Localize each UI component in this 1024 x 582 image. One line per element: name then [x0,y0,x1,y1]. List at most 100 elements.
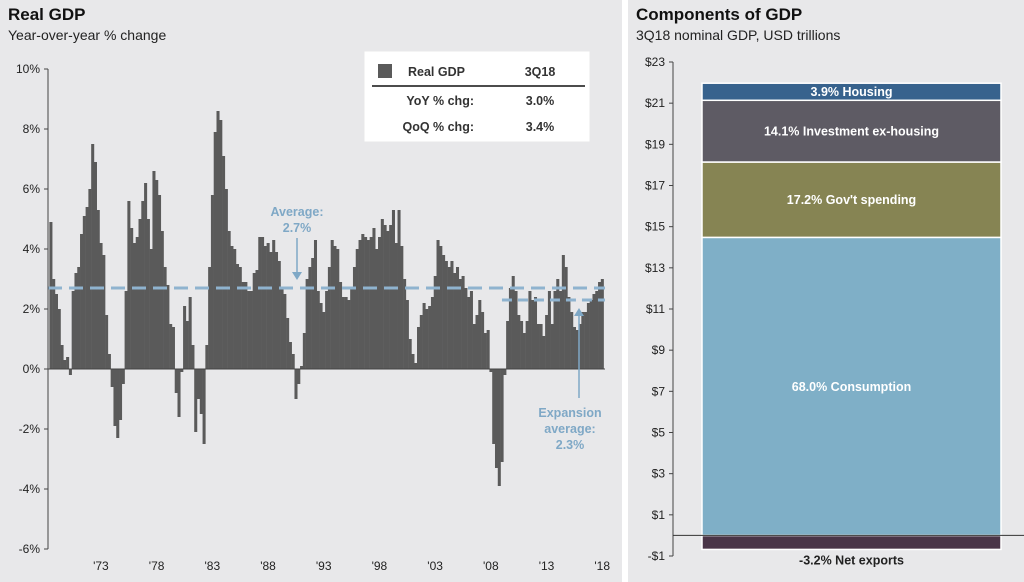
gdp-bar [352,267,356,369]
gdp-bar [378,237,382,369]
gdp-bar [361,234,365,369]
component-segment [701,161,1002,239]
legend-box: Real GDP 3Q18 YoY % chg: 3.0% QoQ % chg: 3.4% [364,51,590,142]
gdp-bar [592,294,596,369]
gdp-bar [417,327,421,369]
gdp-bar [302,333,306,369]
gdp-bar [333,246,337,369]
gdp-bar [277,261,281,369]
gdp-bar [102,255,106,369]
gdp-bar [85,207,89,369]
gdp-bar [520,321,524,369]
y-tick-label: $3 [652,467,666,481]
gdp-bar [539,324,543,369]
gdp-bar [475,315,479,369]
gdp-bar [506,321,510,369]
gdp-bar [124,291,128,369]
gdp-bar [372,228,376,369]
gdp-bar [330,240,334,369]
gdp-bar [188,297,192,369]
gdp-bar [570,312,574,369]
gdp-bar [107,354,111,369]
gdp-bar [564,267,568,369]
components-subtitle: 3Q18 nominal GDP, USD trillions [636,27,841,43]
gdp-bar [194,369,198,432]
gdp-bar [472,324,476,369]
gdp-bar [545,315,549,369]
gdp-bar [266,243,270,369]
gdp-bar [130,228,134,369]
gdp-bar [174,369,178,393]
x-tick-label: '73 [93,559,109,573]
component-label: 14.1% Investment ex-housing [764,125,939,139]
gdp-bar [497,369,501,486]
gdp-bar [339,282,343,369]
components-axes: $23 $21 $19 $17 $15 $13 $11 $9 $7 $5 $3 $1 -$1 [645,55,1024,563]
components-segments [701,82,1002,551]
gdp-bar [586,303,590,369]
gdp-bar [163,267,167,369]
gdp-bar [216,111,220,369]
gdp-bar [230,246,234,369]
gdp-bar [325,291,329,369]
gdp-bar [283,294,287,369]
gdp-bar [414,363,418,369]
gdp-bar [489,369,493,372]
gdp-bar [595,291,599,369]
gdp-bar [327,267,331,369]
gdp-bar [235,264,240,369]
y-tick-label: -2% [19,422,41,436]
gdp-bar [210,195,214,369]
gdp-bar [533,297,538,369]
gdp-bar [547,291,551,369]
legend-row-value: 3.0% [526,94,555,108]
gdp-bar [589,300,593,369]
components-title: Components of GDP [636,5,803,24]
x-tick-label: '08 [483,559,499,573]
gdp-bar [536,324,540,369]
gdp-bar [403,279,407,369]
gdp-bar [561,255,565,369]
gdp-bar [155,180,159,369]
gdp-bar [249,291,253,369]
gdp-bar [525,321,529,369]
expansion-label-2: average: [544,422,595,436]
gdp-bar [308,267,312,369]
legend-swatch [378,64,392,78]
gdp-bar [444,261,448,369]
gdp-bar [169,324,173,369]
y-tick-label: -4% [19,482,41,496]
gdp-bar [461,276,465,369]
y-tick-label: 6% [23,182,41,196]
x-tick-label: '88 [260,559,276,573]
gdp-bar [584,312,588,369]
gdp-bar [54,294,58,369]
gdp-bar [127,201,131,369]
gdp-bar [598,282,602,369]
x-tick-label: '93 [316,559,332,573]
gdp-bar [244,282,248,369]
real-gdp-panel: Real GDP Year-over-year % change 10% 8% 6%… [0,0,622,582]
gdp-bar [119,369,123,420]
gdp-bar [88,189,92,369]
gdp-bar [213,132,217,369]
gdp-bar [469,291,473,369]
gdp-bar [77,267,81,369]
gdp-bar [171,327,175,369]
gdp-bar [600,279,604,369]
average-value: 2.7% [283,221,312,235]
gdp-bar [113,369,117,426]
gdp-bar [453,273,457,369]
gdp-bar [347,300,351,369]
components-labels: -3.2% Net exports 68.0% Consumption 17.2% … [764,85,939,567]
gdp-bar [110,369,114,387]
gdp-bar [311,258,315,369]
gdp-bar [219,120,223,369]
average-arrow-head [292,272,302,280]
gdp-bar [358,240,362,369]
gdp-bar [149,249,153,369]
gdp-bar [428,306,432,369]
gdp-bar [458,279,462,369]
gdp-bar [572,327,577,369]
gdp-bar [280,288,284,369]
